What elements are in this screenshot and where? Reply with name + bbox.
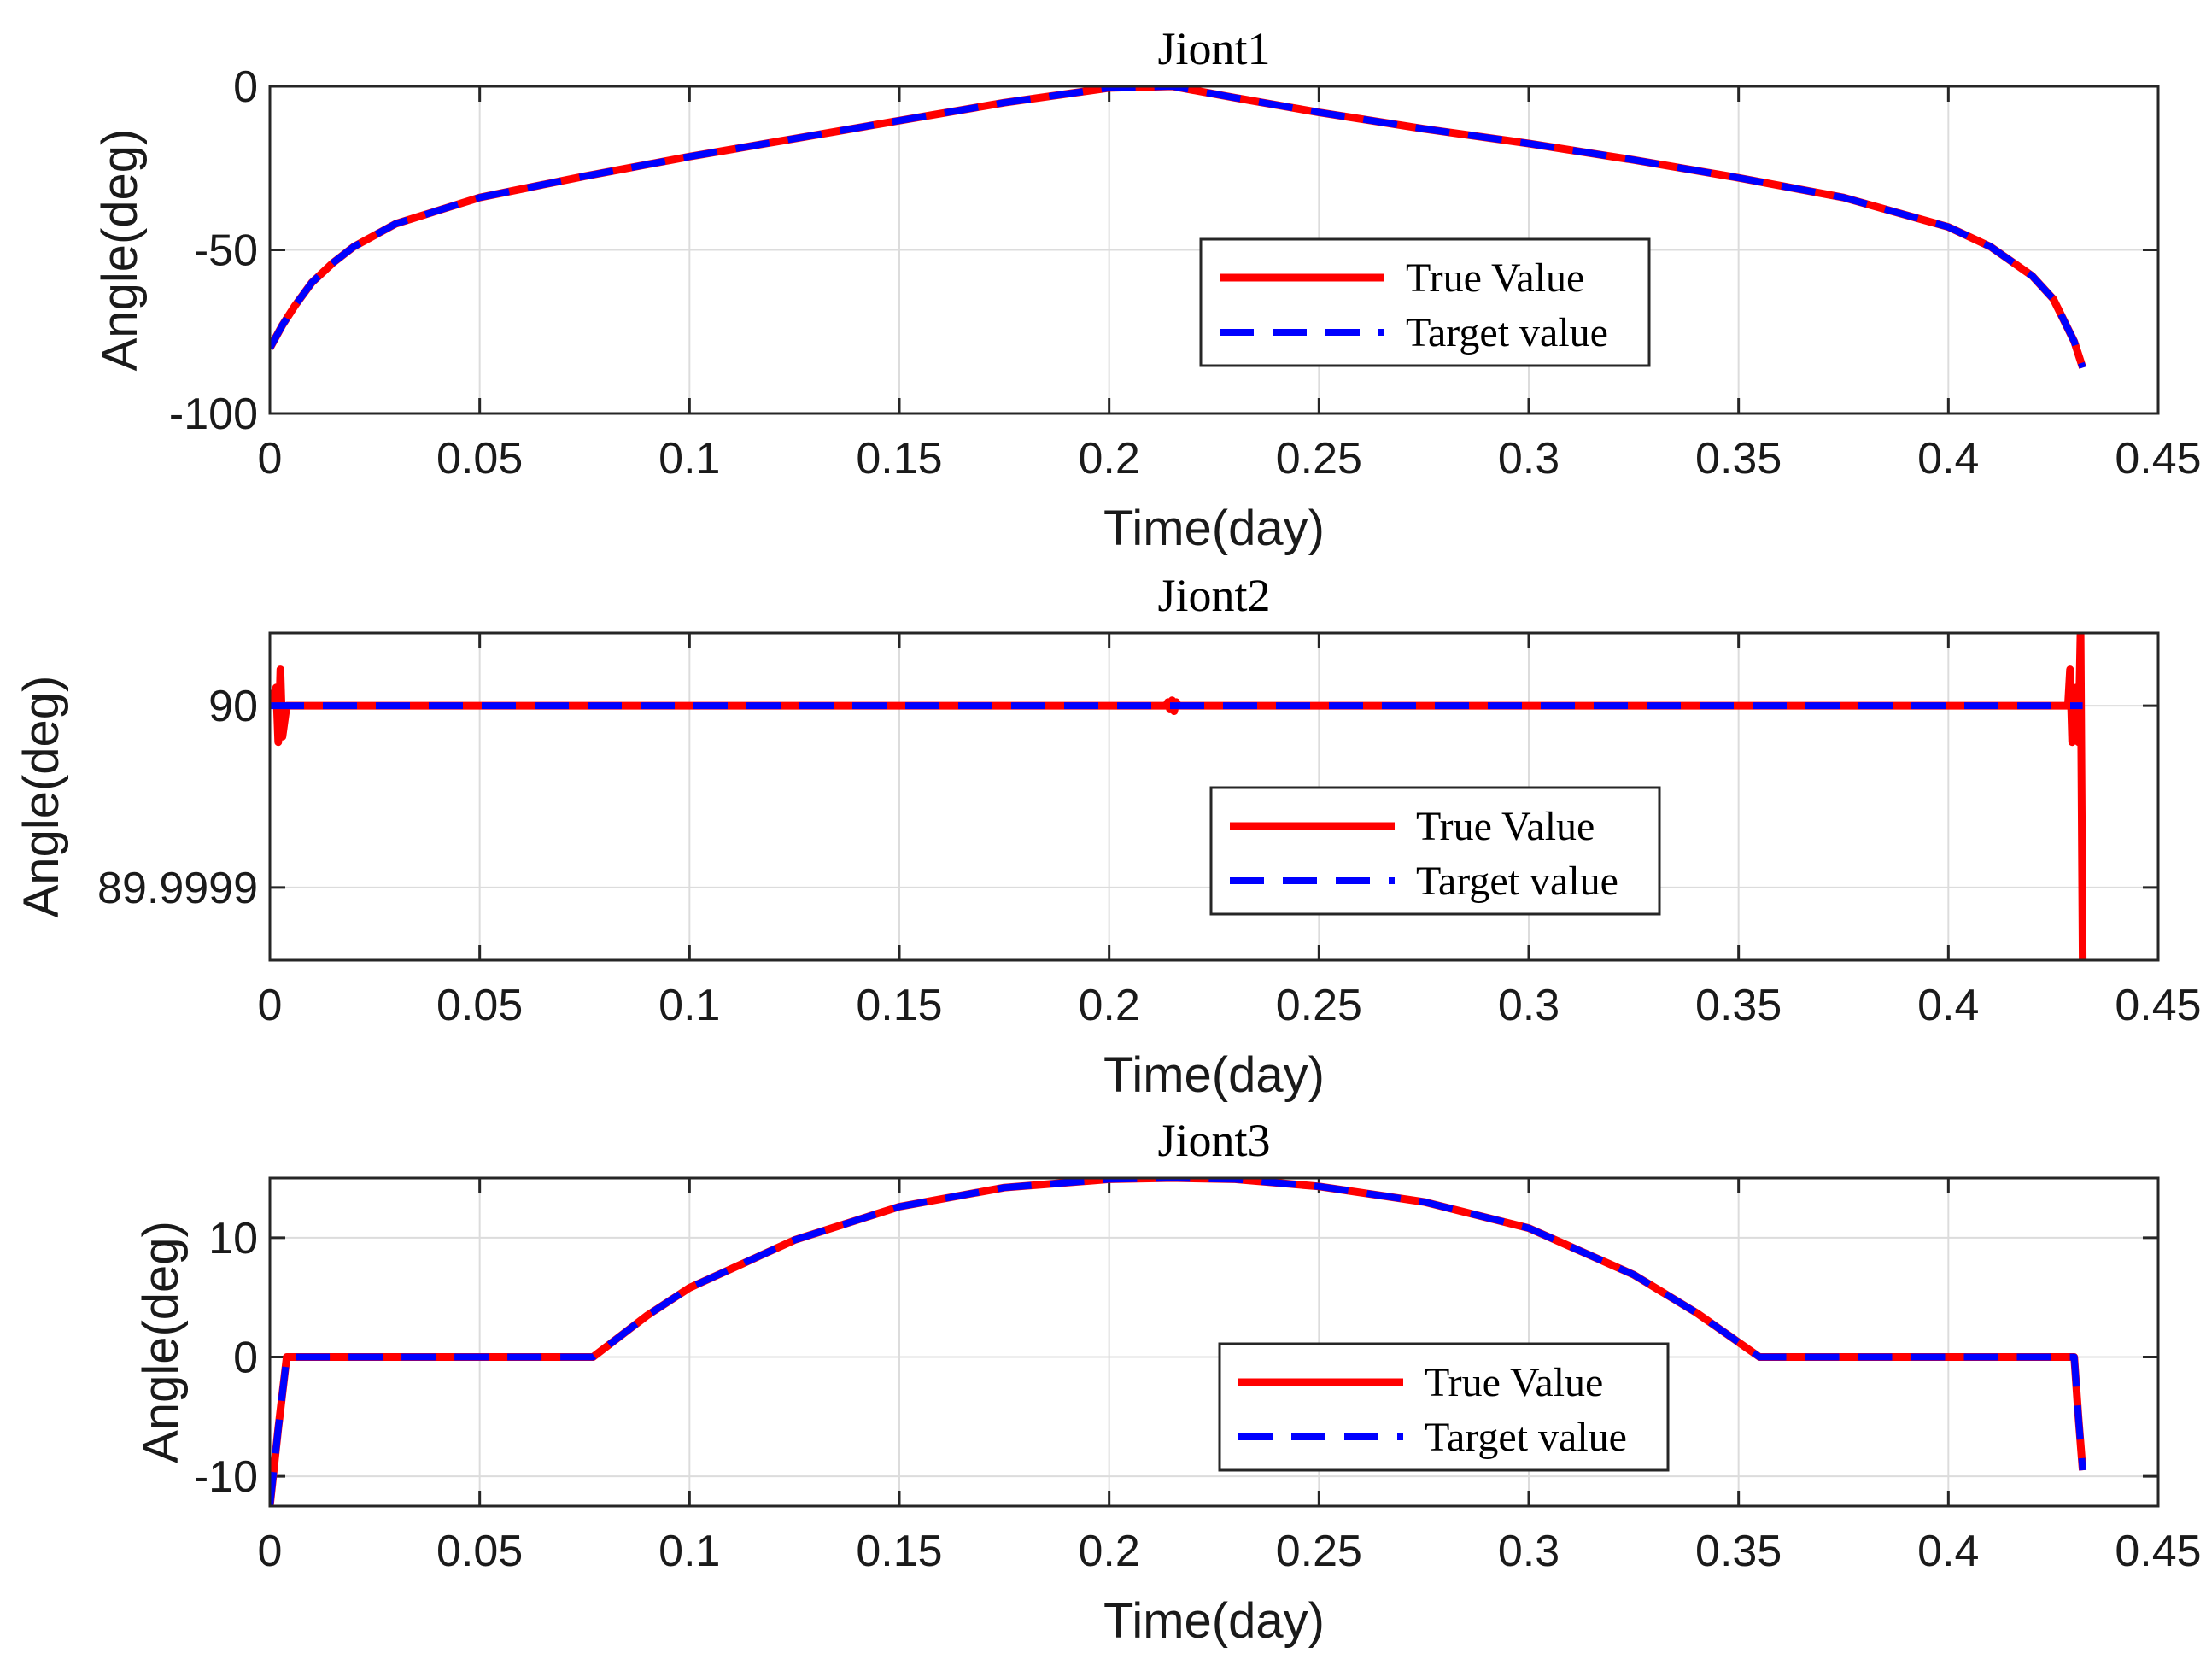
chart-panel-2: 0 0.05 0.1 0.15 0.2 0.25 0.3 0.35 0.4 0.45 90 89.99… [14,570,2202,1103]
axes-box [268,1176,2160,1508]
x-tick-label: 0.1 [658,1527,720,1576]
x-axis-label: Time(day) [1103,1593,1325,1649]
x-tick-label: 0.15 [856,981,942,1030]
axes-box [268,85,2160,415]
x-tick-label: 0.15 [856,434,942,484]
x-tick-label: 0.05 [436,1527,523,1576]
x-tick-label: 0.05 [436,981,523,1030]
legend-label: Target value [1416,859,1618,904]
legend: True Value Target value [1218,1342,1670,1472]
x-tick-label: 0.35 [1695,1527,1782,1576]
legend-label: Target value [1425,1415,1627,1460]
x-tick-label: 0 [258,434,283,484]
legend: True Value Target value [1209,786,1661,916]
y-axis-label: Angle(deg) [14,676,69,918]
x-tick-label: 0.2 [1079,434,1140,484]
x-tick-label: 0.35 [1695,434,1782,484]
x-tick-label: 0.45 [2115,1527,2201,1576]
y-axis-label: Angle(deg) [92,129,148,372]
x-tick-label: 0.1 [658,434,720,484]
chart-panel-1: 0 0.05 0.1 0.15 0.2 0.25 0.3 0.35 0.4 0.45 0 -50 -10… [92,23,2202,556]
x-axis-label: Time(day) [1103,1047,1325,1103]
y-tick-label: 90 [208,682,258,731]
x-axis-label: Time(day) [1103,501,1325,556]
y-tick-label: 0 [233,62,258,112]
legend-label: True Value [1425,1360,1603,1405]
x-tick-label: 0.45 [2115,981,2201,1030]
x-tick-label: 0.05 [436,434,523,484]
plot-area [270,1178,2158,1506]
series-line-target-value [270,1178,2086,1506]
x-tick-label: 0.1 [658,981,720,1030]
x-tick-label: 0.4 [1917,1527,1979,1576]
y-tick-label: 10 [208,1214,258,1263]
legend: True Value Target value [1199,237,1651,367]
x-tick-label: 0.2 [1079,981,1140,1030]
legend-box [1209,786,1661,916]
y-tick-label: 89.9999 [97,864,258,913]
x-tick-label: 0.3 [1498,434,1560,484]
x-tick-label: 0.3 [1498,1527,1560,1576]
series-line-target-value [270,86,2086,369]
y-tick-label: 0 [233,1333,258,1382]
x-tick-label: 0.45 [2115,434,2201,484]
chart-title: Jiont3 [1157,1115,1270,1166]
x-tick-label: 0.2 [1079,1527,1140,1576]
legend-box [1199,237,1651,367]
y-tick-label: -50 [194,226,258,276]
x-tick-label: 0.4 [1917,981,1979,1030]
legend-label: Target value [1406,310,1608,355]
x-tick-label: 0.25 [1276,981,1362,1030]
chart-title: Jiont2 [1157,570,1270,621]
x-tick-label: 0.25 [1276,434,1362,484]
chart-panel-3: 0 0.05 0.1 0.15 0.2 0.25 0.3 0.35 0.4 0.45100-10J… [133,1115,2202,1649]
x-tick-label: 0 [258,981,283,1030]
chart-title: Jiont1 [1157,23,1270,74]
x-tick-label: 0.25 [1276,1527,1362,1576]
x-tick-label: 0.35 [1695,981,1782,1030]
x-tick-label: 0 [258,1527,283,1576]
y-tick-label: -10 [194,1452,258,1502]
legend-label: True Value [1406,255,1584,301]
legend-box [1218,1342,1670,1472]
y-axis-label: Angle(deg) [133,1221,189,1463]
x-tick-label: 0.3 [1498,981,1560,1030]
legend-label: True Value [1416,804,1595,849]
y-tick-label: -100 [169,390,258,439]
x-tick-label: 0.4 [1917,434,1979,484]
axes-box [268,631,2160,962]
x-tick-label: 0.15 [856,1527,942,1576]
